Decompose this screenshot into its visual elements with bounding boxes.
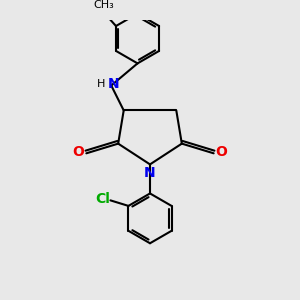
Text: Cl: Cl bbox=[95, 192, 110, 206]
Text: O: O bbox=[215, 145, 227, 159]
Text: O: O bbox=[73, 145, 85, 159]
Text: N: N bbox=[144, 166, 156, 180]
Text: CH₃: CH₃ bbox=[93, 0, 114, 10]
Text: N: N bbox=[108, 77, 120, 91]
Text: H: H bbox=[97, 79, 105, 89]
